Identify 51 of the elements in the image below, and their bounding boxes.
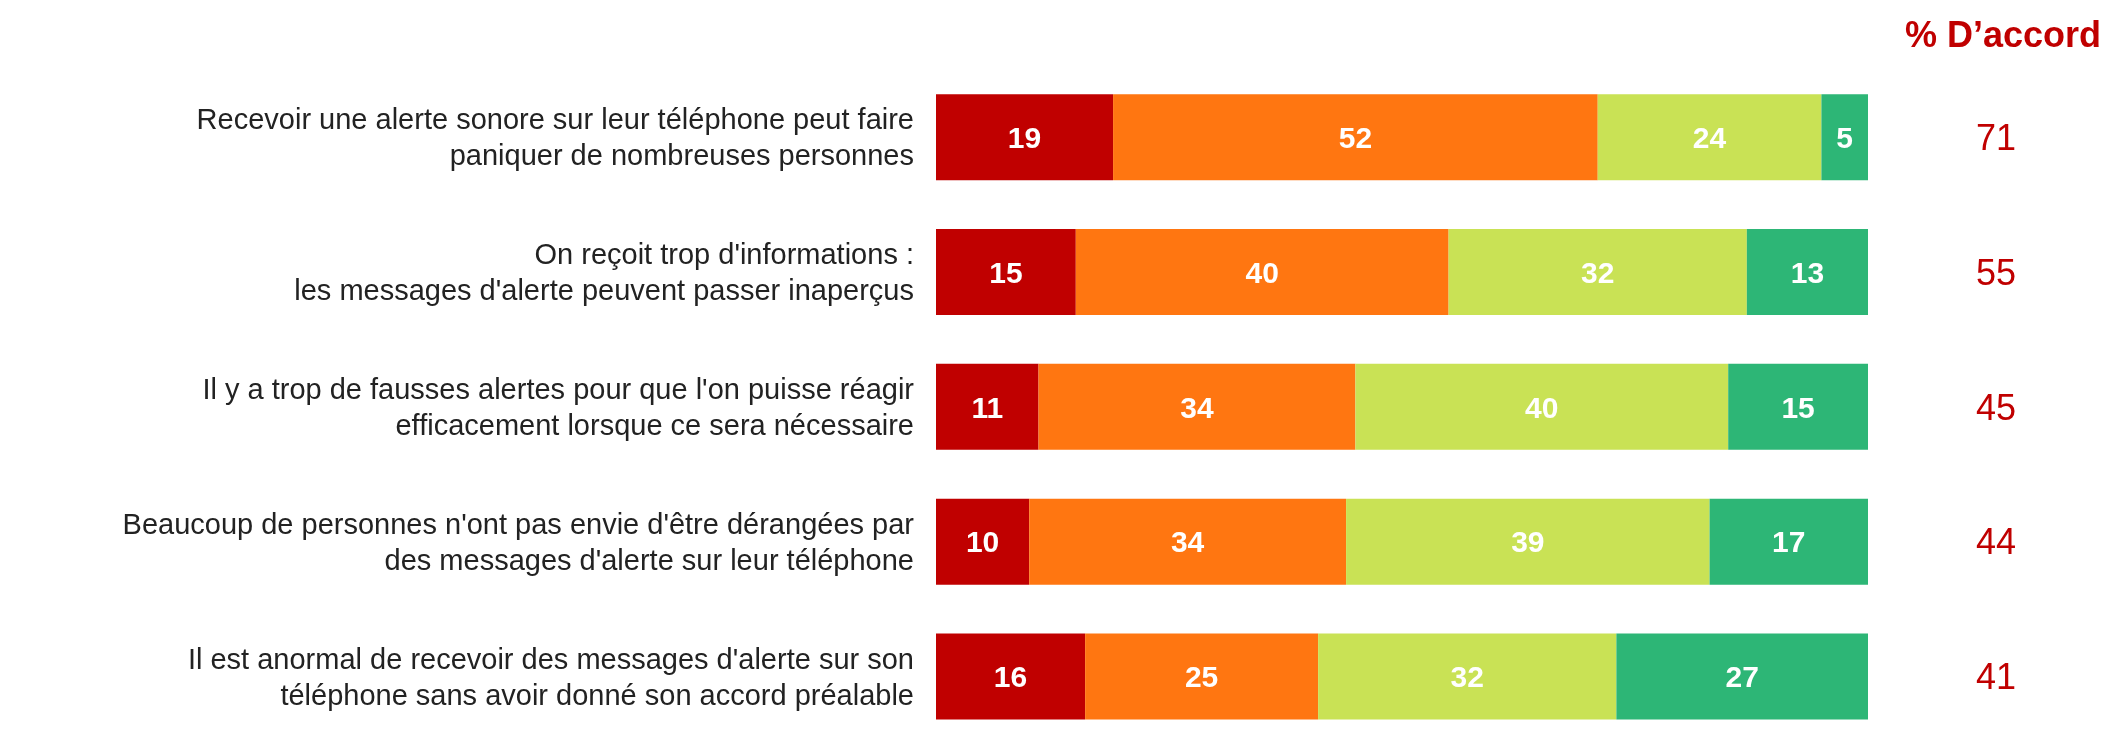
bar — [936, 94, 1114, 181]
bar — [1075, 229, 1449, 316]
y-tick-label: Recevoir une alerte sonore sur leur téléphone peut faire paniquer de nombreuses personnes — [196, 103, 914, 172]
data-label: 34 — [1170, 525, 1205, 559]
data-label: 10 — [965, 525, 1000, 559]
data-label: 13 — [1790, 255, 1825, 289]
y-tick-label: Il est anormal de recevoir des messages d'alerte sur son téléphone sans avoir donné son accord préalable — [187, 642, 914, 711]
bar — [1597, 94, 1822, 181]
bar — [1746, 229, 1868, 316]
bar — [1346, 498, 1710, 585]
text: 71 — [1975, 116, 2017, 158]
text: 55 — [1975, 251, 2017, 293]
bar — [1355, 363, 1729, 450]
data-label: 27 — [1725, 660, 1759, 694]
data-label: 16 — [993, 660, 1028, 694]
data-label: 32 — [1581, 255, 1615, 289]
text: 44 — [1975, 521, 2017, 563]
data-label: 40 — [1525, 390, 1559, 424]
data-label: 40 — [1245, 255, 1279, 289]
text: 41 — [1975, 656, 2017, 698]
data-label: 15 — [989, 255, 1023, 289]
bar — [936, 498, 1030, 585]
bar — [1113, 94, 1598, 181]
text: 45 — [1975, 386, 2017, 428]
bar — [1821, 94, 1868, 181]
bar — [936, 229, 1076, 316]
data-label: 34 — [1180, 390, 1214, 424]
data-label: 25 — [1184, 660, 1219, 694]
data-label: 5 — [1836, 120, 1854, 154]
data-label: 32 — [1450, 660, 1484, 694]
data-label: 39 — [1511, 525, 1545, 559]
bar — [1728, 363, 1868, 450]
bar — [1318, 633, 1617, 720]
data-label: 17 — [1772, 525, 1806, 559]
bar — [936, 633, 1086, 720]
data-label: 11 — [971, 390, 1004, 424]
y-tick-label: Beaucoup de personnes n'ont pas envie d'être dérangées par des messages d'alerte sur leur téléphone — [122, 507, 915, 576]
data-label: 19 — [1007, 120, 1042, 154]
bar — [1029, 498, 1347, 585]
bar — [1085, 633, 1319, 720]
y-tick-label: On reçoit trop d'informations : les messages d'alerte peuvent passer inaperçus — [294, 238, 914, 307]
bar — [1038, 363, 1356, 450]
bar — [1616, 633, 1868, 720]
text: % D’accord — [1903, 14, 2103, 56]
data-label: 24 — [1692, 120, 1727, 154]
bar — [936, 363, 1039, 450]
y-tick-label: Il y a trop de fausses alertes pour que l'on puisse réagir efficacement lorsque ce sera nécessaire — [202, 373, 915, 441]
data-label: 52 — [1338, 120, 1373, 154]
data-label: 15 — [1781, 390, 1815, 424]
bar — [1448, 229, 1747, 316]
bar — [1709, 498, 1868, 585]
